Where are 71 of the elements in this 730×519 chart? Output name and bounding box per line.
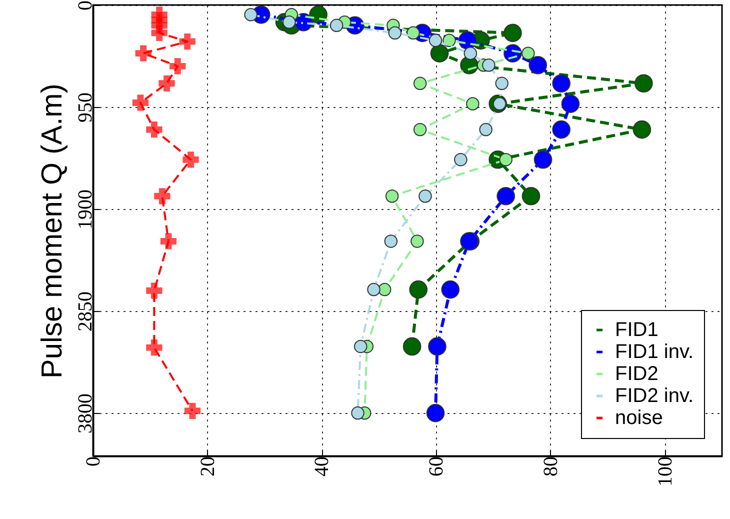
point bbox=[632, 120, 652, 139]
legend-label: noise bbox=[615, 407, 663, 429]
point bbox=[495, 76, 508, 90]
point bbox=[496, 186, 516, 206]
point bbox=[428, 34, 442, 48]
point bbox=[418, 190, 432, 203]
point bbox=[388, 26, 402, 40]
point bbox=[244, 8, 258, 22]
y-tick-label: 0 bbox=[74, 0, 96, 10]
point bbox=[132, 94, 149, 111]
point bbox=[441, 280, 460, 299]
point bbox=[146, 339, 162, 356]
point bbox=[354, 340, 368, 354]
legend-label: FID2 inv. bbox=[615, 385, 694, 407]
point bbox=[179, 33, 196, 50]
point bbox=[154, 188, 170, 204]
point bbox=[151, 24, 168, 41]
point bbox=[158, 75, 175, 92]
x-tick-label: 100 bbox=[654, 456, 676, 486]
point bbox=[413, 76, 427, 90]
legend-label: FID1 inv. bbox=[615, 341, 694, 363]
point bbox=[534, 150, 552, 169]
point bbox=[330, 18, 344, 32]
point bbox=[135, 45, 152, 62]
point bbox=[479, 122, 492, 136]
x-tick-label: 60 bbox=[426, 456, 448, 476]
point bbox=[522, 186, 540, 206]
point bbox=[351, 406, 364, 420]
point bbox=[428, 337, 446, 356]
y-tick-label: 950 bbox=[74, 92, 96, 123]
point bbox=[384, 234, 398, 248]
point bbox=[160, 233, 177, 250]
point bbox=[552, 120, 570, 139]
point bbox=[367, 282, 380, 296]
point bbox=[184, 402, 201, 419]
legend-label: FID1 bbox=[615, 319, 658, 341]
point bbox=[499, 153, 512, 166]
point bbox=[402, 337, 422, 356]
point bbox=[146, 122, 162, 138]
legend-label: FID2 bbox=[615, 363, 658, 385]
point bbox=[522, 46, 535, 60]
x-tick-label: 40 bbox=[311, 456, 334, 476]
point bbox=[426, 404, 445, 422]
point bbox=[454, 153, 468, 166]
point bbox=[442, 34, 456, 48]
y-tick-label: 1900 bbox=[74, 190, 96, 230]
point bbox=[464, 46, 478, 60]
point bbox=[385, 190, 399, 203]
point bbox=[466, 97, 480, 110]
y-axis-title: Pulse moment Q (A.m) bbox=[36, 84, 68, 378]
x-tick-label: 0 bbox=[82, 456, 104, 466]
point bbox=[410, 234, 424, 248]
x-tick-label: 80 bbox=[540, 456, 562, 476]
point bbox=[552, 74, 570, 93]
point bbox=[182, 152, 199, 168]
point bbox=[528, 56, 548, 74]
y-tick-label: 3800 bbox=[74, 394, 96, 434]
point bbox=[409, 280, 428, 299]
point bbox=[282, 16, 296, 29]
point bbox=[413, 122, 427, 136]
point bbox=[561, 94, 580, 113]
point bbox=[406, 26, 420, 40]
x-tick-label: 20 bbox=[196, 456, 219, 476]
point bbox=[482, 58, 496, 72]
y-tick-label: 2850 bbox=[74, 292, 96, 332]
point bbox=[378, 282, 392, 296]
point bbox=[430, 44, 449, 62]
point bbox=[504, 24, 522, 42]
point bbox=[634, 74, 653, 93]
point bbox=[170, 58, 186, 74]
point bbox=[146, 282, 162, 299]
